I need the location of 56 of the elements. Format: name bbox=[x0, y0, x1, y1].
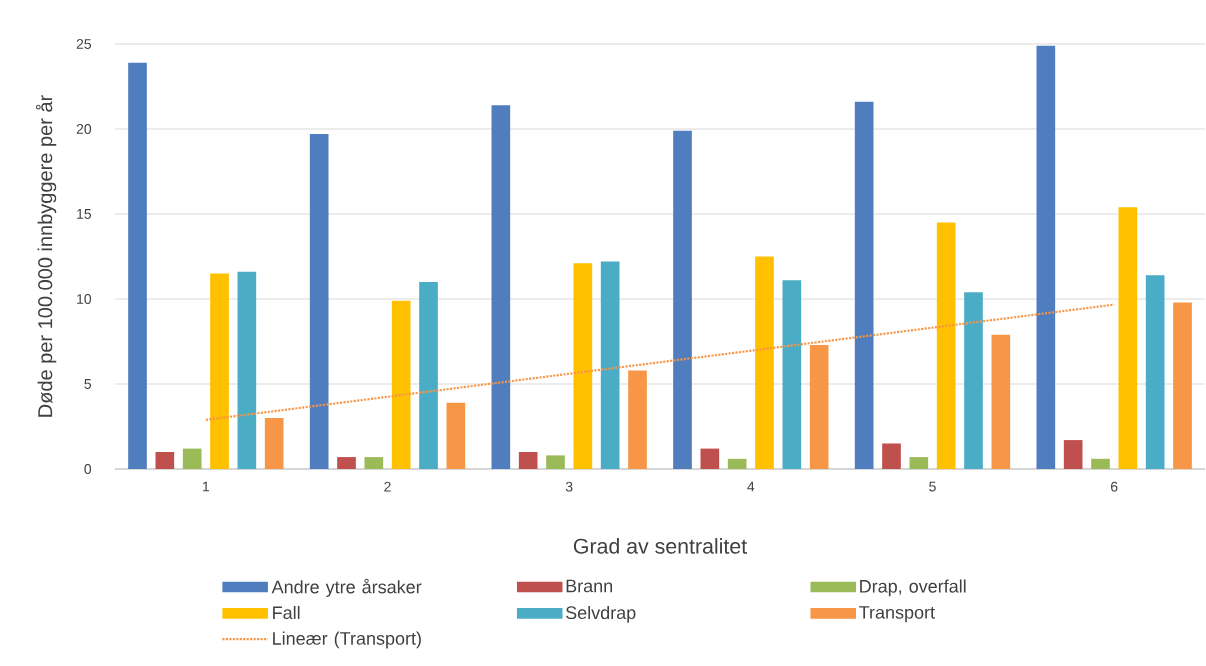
legend-label: Andre ytre årsaker bbox=[271, 578, 422, 597]
x-tick-label: 4 bbox=[747, 481, 755, 492]
bar bbox=[309, 134, 329, 469]
y-axis-title: Døde per 100.000 innbyggere per år bbox=[35, 95, 57, 417]
bar bbox=[964, 292, 983, 469]
legend-label: Selvdrap bbox=[565, 605, 636, 623]
bar bbox=[600, 261, 620, 469]
x-tick-label: 3 bbox=[565, 481, 573, 492]
bar bbox=[1173, 302, 1192, 469]
bar bbox=[446, 402, 466, 469]
bar bbox=[782, 280, 802, 469]
legend-label: Drap, overfall bbox=[860, 579, 966, 597]
bar bbox=[573, 263, 593, 469]
x-tick-label: 5 bbox=[929, 481, 936, 492]
bar bbox=[128, 62, 147, 469]
legend-label: Brann bbox=[566, 579, 613, 593]
x-axis-title: Grad av sentralitet bbox=[573, 538, 747, 554]
bar bbox=[337, 457, 356, 469]
bar bbox=[491, 105, 511, 469]
bar bbox=[854, 101, 874, 469]
bar bbox=[727, 458, 747, 469]
legend-label: Fall bbox=[273, 605, 300, 620]
x-tick-label: 6 bbox=[1110, 481, 1118, 492]
bar bbox=[936, 222, 956, 469]
bar bbox=[264, 417, 284, 469]
bar bbox=[1145, 275, 1165, 469]
bar bbox=[364, 457, 384, 469]
y-tick-label: 20 bbox=[76, 124, 92, 134]
y-tick-label: 15 bbox=[77, 209, 92, 219]
bar bbox=[1063, 440, 1083, 469]
bar bbox=[909, 457, 929, 469]
bar bbox=[546, 455, 565, 469]
x-tick-label: 1 bbox=[203, 481, 210, 492]
bar bbox=[882, 443, 901, 469]
bar bbox=[237, 271, 257, 469]
bar bbox=[419, 281, 438, 469]
bar bbox=[991, 334, 1011, 469]
bar bbox=[700, 448, 720, 469]
y-tick-label: 5 bbox=[84, 379, 92, 389]
bar bbox=[755, 256, 774, 469]
legend-label: Lineær (Transport) bbox=[273, 631, 421, 649]
x-tick-label: 2 bbox=[384, 481, 391, 492]
y-tick-label: 10 bbox=[77, 294, 92, 304]
y-tick-label: 25 bbox=[76, 39, 92, 49]
bar bbox=[182, 448, 202, 469]
bar bbox=[1036, 45, 1056, 469]
legend-label: Transport bbox=[859, 606, 935, 623]
bar bbox=[210, 273, 229, 469]
bar bbox=[1091, 458, 1110, 469]
bar bbox=[155, 451, 175, 469]
bar bbox=[391, 300, 411, 469]
y-tick-label: 0 bbox=[84, 464, 92, 474]
bar bbox=[673, 130, 692, 469]
bar bbox=[1118, 207, 1138, 469]
bar bbox=[628, 370, 647, 469]
bar bbox=[518, 451, 538, 469]
